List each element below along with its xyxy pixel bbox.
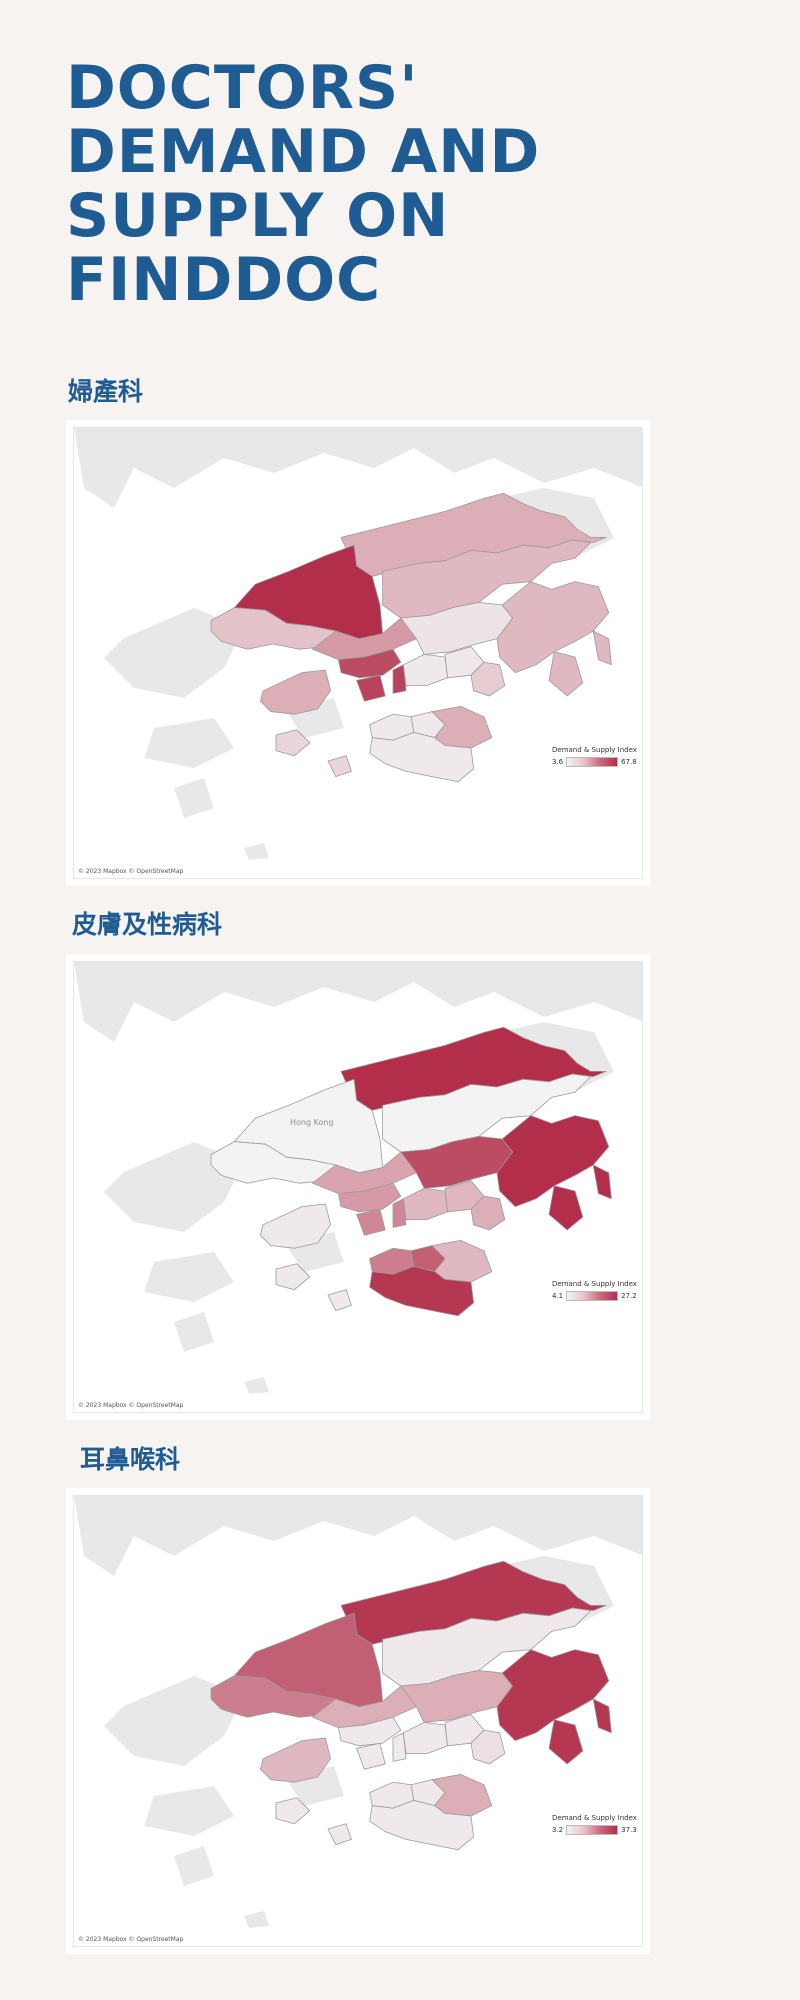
map-legend: Demand & Supply Index 3.2 37.3 [552, 1814, 637, 1835]
basemap-land-shape [524, 1506, 594, 1546]
district-sham-shui-po[interactable] [356, 1198, 407, 1236]
district-kwun-tong[interactable] [470, 1195, 506, 1231]
district-kowloon[interactable] [403, 1188, 448, 1220]
basemap-land-shape [244, 1911, 269, 1928]
basemap-land-shape [74, 428, 642, 508]
map-viewport[interactable]: Demand & Supply Index 3.6 67.8 © 2023 Ma… [73, 427, 643, 879]
legend-min: 3.2 [552, 1826, 564, 1834]
page-title: DOCTORS' DEMAND AND SUPPLY ON FINDDOC [66, 53, 541, 315]
district-layer [210, 1026, 612, 1317]
district-islands[interactable] [275, 1797, 352, 1845]
map-attribution[interactable]: © 2023 Mapbox © OpenStreetMap [78, 868, 184, 875]
basemap-land-shape [174, 1846, 214, 1886]
legend-max: 37.3 [621, 1826, 637, 1834]
district-sai-kung[interactable] [496, 1115, 612, 1231]
legend-max: 67.8 [621, 758, 637, 766]
district-sai-kung[interactable] [496, 581, 612, 697]
basemap-land-shape [244, 1377, 269, 1394]
district-lantau[interactable] [260, 1203, 331, 1249]
district-southern[interactable] [369, 1800, 474, 1851]
district-islands[interactable] [275, 1263, 352, 1311]
district-layer [210, 492, 612, 783]
district-kowloon[interactable] [403, 654, 448, 686]
basemap-land-shape [104, 608, 244, 698]
legend-max: 27.2 [621, 1292, 637, 1300]
choropleth-map[interactable] [74, 1496, 643, 1947]
map-viewport[interactable]: Hong Kong Demand & Supply Index 4.1 27.2… [73, 961, 643, 1413]
legend-title: Demand & Supply Index [552, 1280, 637, 1288]
basemap-land-shape [74, 1496, 642, 1576]
section-title-dermatology: 皮膚及性病科 [72, 910, 223, 939]
district-lantau[interactable] [260, 1737, 331, 1783]
map-viewport[interactable]: Demand & Supply Index 3.2 37.3 © 2023 Ma… [73, 1495, 643, 1947]
map-card-obgyn: Demand & Supply Index 3.6 67.8 © 2023 Ma… [66, 420, 650, 886]
place-label: Hong Kong [290, 1118, 334, 1127]
legend-gradient [566, 1291, 619, 1301]
district-kowloon[interactable] [403, 1722, 448, 1754]
map-card-dermatology: Hong Kong Demand & Supply Index 4.1 27.2… [66, 954, 650, 1420]
basemap-land-shape [144, 718, 234, 768]
district-kwai-tsing[interactable] [338, 1182, 402, 1213]
district-kwai-tsing[interactable] [338, 648, 402, 679]
section-title-ent: 耳鼻喉科 [80, 1445, 181, 1474]
basemap-land-shape [104, 1676, 244, 1766]
legend-min: 4.1 [552, 1292, 564, 1300]
district-islands[interactable] [275, 729, 352, 777]
district-kwun-tong[interactable] [470, 1729, 506, 1765]
legend-min: 3.6 [552, 758, 564, 766]
district-southern[interactable] [369, 732, 474, 783]
basemap-land-shape [244, 843, 269, 860]
basemap-land-shape [524, 972, 594, 1012]
district-sham-shui-po[interactable] [356, 664, 407, 702]
choropleth-map[interactable] [74, 428, 643, 879]
legend-gradient [566, 1825, 619, 1835]
district-kwai-tsing[interactable] [338, 1716, 402, 1747]
section-title-obgyn: 婦產科 [68, 377, 144, 406]
map-legend: Demand & Supply Index 3.6 67.8 [552, 746, 637, 767]
district-sham-shui-po[interactable] [356, 1732, 407, 1770]
district-layer [210, 1560, 612, 1851]
map-card-ent: Demand & Supply Index 3.2 37.3 © 2023 Ma… [66, 1488, 650, 1954]
map-attribution[interactable]: © 2023 Mapbox © OpenStreetMap [78, 1402, 184, 1409]
legend-title: Demand & Supply Index [552, 746, 637, 754]
district-southern[interactable] [369, 1266, 474, 1317]
choropleth-map[interactable] [74, 962, 643, 1413]
basemap-land-shape [174, 1312, 214, 1352]
district-sai-kung[interactable] [496, 1649, 612, 1765]
legend-title: Demand & Supply Index [552, 1814, 637, 1822]
basemap-land-shape [74, 962, 642, 1042]
map-attribution[interactable]: © 2023 Mapbox © OpenStreetMap [78, 1936, 184, 1943]
basemap-land-shape [144, 1786, 234, 1836]
district-kwun-tong[interactable] [470, 661, 506, 697]
district-lantau[interactable] [260, 669, 331, 715]
basemap-land-shape [174, 778, 214, 818]
basemap-land-shape [104, 1142, 244, 1232]
basemap-land-shape [524, 438, 594, 478]
basemap-land-shape [144, 1252, 234, 1302]
legend-gradient [566, 757, 619, 767]
map-legend: Demand & Supply Index 4.1 27.2 [552, 1280, 637, 1301]
